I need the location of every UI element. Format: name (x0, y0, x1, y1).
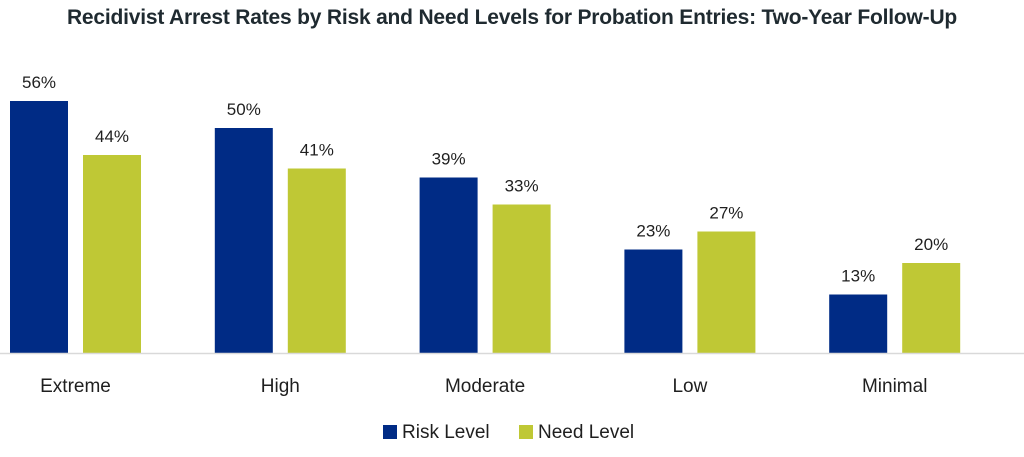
bar-risk-level-high (214, 128, 273, 353)
data-label-need-level-moderate: 33% (505, 177, 539, 196)
bar-risk-level-moderate (419, 177, 478, 353)
legend: Risk Level Need Level (383, 422, 634, 443)
data-label-need-level-low: 27% (709, 204, 743, 223)
bar-need-level-extreme (83, 155, 141, 353)
bar-risk-level-minimal (829, 294, 888, 353)
data-label-risk-level-extreme: 56% (22, 73, 56, 92)
category-labels-layer: Extreme High Moderate Low Minimal (40, 376, 927, 397)
data-label-need-level-minimal: 20% (914, 235, 948, 254)
bar-risk-level-low (624, 249, 683, 353)
legend-label-need-level: Need Level (538, 422, 634, 443)
data-label-need-level-extreme: 44% (95, 127, 129, 146)
data-label-risk-level-high: 50% (227, 100, 261, 119)
category-label-moderate: Moderate (445, 376, 525, 397)
category-label-low: Low (672, 376, 707, 397)
data-labels-layer: 56% 44% 50% 41% 39% 33% 23% 27% 13% 20% (22, 73, 948, 286)
bar-need-level-low (697, 231, 756, 353)
data-label-risk-level-low: 23% (636, 222, 670, 241)
legend-label-risk-level: Risk Level (402, 422, 490, 443)
bar-need-level-moderate (492, 204, 551, 353)
legend-swatch-need-level (519, 425, 533, 439)
category-label-extreme: Extreme (40, 376, 111, 397)
chart-title: Recidivist Arrest Rates by Risk and Need… (66, 6, 958, 29)
category-label-minimal: Minimal (862, 376, 927, 397)
data-label-need-level-high: 41% (300, 141, 334, 160)
legend-swatch-risk-level (383, 425, 397, 439)
bar-need-level-high (287, 168, 346, 353)
category-label-high: High (261, 376, 300, 397)
data-label-risk-level-moderate: 39% (432, 150, 466, 169)
bar-risk-level-extreme (10, 101, 68, 353)
bars-layer (10, 101, 961, 353)
data-label-risk-level-minimal: 13% (841, 267, 875, 286)
bar-need-level-minimal (902, 263, 961, 353)
